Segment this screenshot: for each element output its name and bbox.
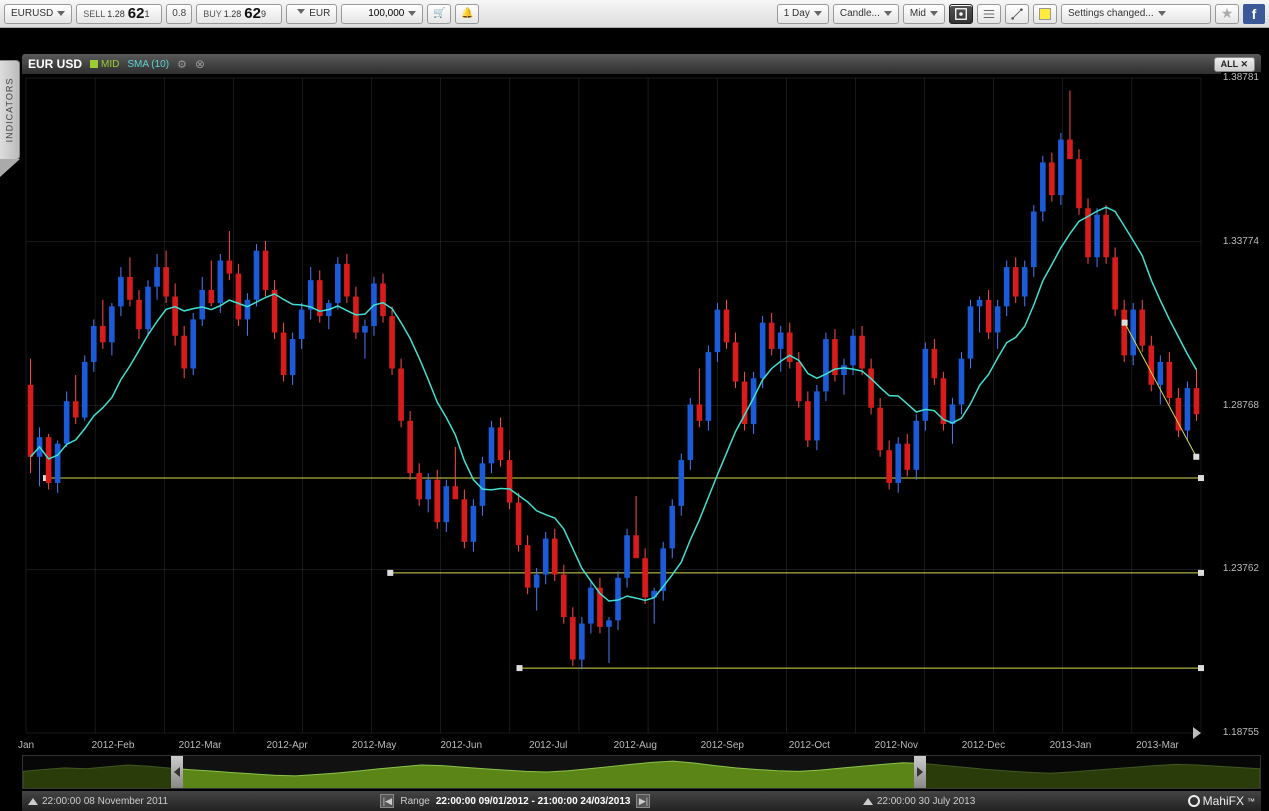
brand-logo: MahiFX™ xyxy=(1188,794,1255,808)
chart-area[interactable]: 1.187551.237621.287681.337741.38781 Jan2… xyxy=(22,74,1261,751)
triangle-up-icon xyxy=(863,798,873,805)
chart-pair-label: EUR USD xyxy=(28,57,82,71)
x-tick-label: 2013-Mar xyxy=(1136,740,1179,751)
candlestick-chart xyxy=(22,74,1261,751)
overview-panel[interactable] xyxy=(22,755,1261,789)
alert-button[interactable]: 🔔 xyxy=(455,4,479,24)
y-tick-label: 1.33774 xyxy=(1221,236,1261,247)
x-tick-label: 2012-Oct xyxy=(789,740,830,751)
triangle-left-icon xyxy=(174,767,180,777)
indicators-tab[interactable]: INDICATORS xyxy=(0,60,20,160)
y-tick-label: 1.28768 xyxy=(1221,400,1261,411)
triangle-up-icon xyxy=(28,798,38,805)
gear-icon[interactable]: ⚙ xyxy=(177,58,187,71)
range-word: Range xyxy=(400,796,429,807)
caret-down-icon xyxy=(408,11,416,16)
pair-label: EURUSD xyxy=(11,8,53,19)
y-tick-label: 1.38781 xyxy=(1221,72,1261,83)
range-value: 22:00:00 09/01/2012 - 21:00:00 24/03/201… xyxy=(436,796,631,807)
tool-draw[interactable] xyxy=(1005,4,1029,24)
overview-dim-right xyxy=(926,756,1260,788)
overview-dim-left xyxy=(23,756,171,788)
x-tick-label: 2012-Nov xyxy=(875,740,918,751)
currency-select[interactable]: EUR xyxy=(286,4,337,24)
facebook-icon: f xyxy=(1252,6,1257,22)
cart-icon: 🛒 xyxy=(433,8,445,19)
caret-left-icon xyxy=(297,9,305,18)
ring-icon xyxy=(1188,795,1200,807)
footer-bar: 22:00:00 08 November 2011 |◀ Range 22:00… xyxy=(22,791,1261,811)
amount-input[interactable] xyxy=(341,4,423,24)
y-tick-label: 1.18755 xyxy=(1221,727,1261,738)
x-tick-label: Jan xyxy=(18,740,34,751)
step-back-button[interactable]: |◀ xyxy=(380,794,394,808)
caret-down-icon xyxy=(57,11,65,16)
caret-down-icon xyxy=(884,11,892,16)
color-swatch-icon xyxy=(1039,8,1051,20)
chart-header: EUR USD MID SMA (10) ⚙ ⊗ ALL ✕ xyxy=(22,54,1261,74)
range-end: 22:00:00 30 July 2013 xyxy=(877,796,975,807)
sma-indicator: SMA (10) xyxy=(127,59,169,70)
triangle-right-icon xyxy=(917,767,923,777)
x-tick-label: 2012-Aug xyxy=(614,740,657,751)
x-tick-label: 2012-Dec xyxy=(962,740,1005,751)
timeframe-select[interactable]: 1 Day xyxy=(777,4,829,24)
star-icon: ★ xyxy=(1221,5,1234,22)
caret-down-icon xyxy=(814,11,822,16)
caret-down-icon xyxy=(1158,11,1166,16)
x-tick-label: 2012-Jun xyxy=(440,740,482,751)
color-picker[interactable] xyxy=(1033,4,1057,24)
y-tick-label: 1.23762 xyxy=(1221,563,1261,574)
settings-select[interactable]: Settings changed... xyxy=(1061,4,1211,24)
pair-select[interactable]: EURUSD xyxy=(4,4,72,24)
x-tick-label: 2013-Jan xyxy=(1050,740,1092,751)
tool-crosshair[interactable] xyxy=(949,4,973,24)
favorite-button[interactable]: ★ xyxy=(1215,4,1239,24)
sell-button[interactable]: SELL1.28621 xyxy=(76,4,162,24)
range-start: 22:00:00 08 November 2011 xyxy=(42,796,168,807)
caret-down-icon xyxy=(930,11,938,16)
facebook-button[interactable]: f xyxy=(1243,4,1265,24)
pricetype-select[interactable]: Mid xyxy=(903,4,945,24)
buy-button[interactable]: BUY1.28629 xyxy=(196,4,282,24)
spread-display: 0.8 xyxy=(166,4,192,24)
x-tick-label: 2012-Sep xyxy=(701,740,744,751)
overview-handle-right[interactable] xyxy=(914,756,926,788)
x-tick-label: 2012-Mar xyxy=(179,740,222,751)
step-forward-button[interactable]: ▶| xyxy=(636,794,650,808)
charttype-select[interactable]: Candle... xyxy=(833,4,899,24)
x-tick-label: 2012-Apr xyxy=(267,740,308,751)
all-button[interactable]: ALL ✕ xyxy=(1214,57,1255,72)
overview-handle-left[interactable] xyxy=(171,756,183,788)
mid-indicator: MID xyxy=(90,59,119,70)
sell-label: SELL xyxy=(83,9,105,19)
x-tick-label: 2012-Feb xyxy=(92,740,135,751)
top-toolbar: EURUSD SELL1.28621 0.8 BUY1.28629 EUR 🛒 … xyxy=(0,0,1269,28)
bell-icon: 🔔 xyxy=(461,8,473,19)
tool-levels[interactable] xyxy=(977,4,1001,24)
x-tick-label: 2012-May xyxy=(352,740,396,751)
cart-button[interactable]: 🛒 xyxy=(427,4,451,24)
buy-label: BUY xyxy=(203,9,222,19)
x-tick-label: 2012-Jul xyxy=(529,740,567,751)
close-icon[interactable]: ⊗ xyxy=(195,57,205,71)
